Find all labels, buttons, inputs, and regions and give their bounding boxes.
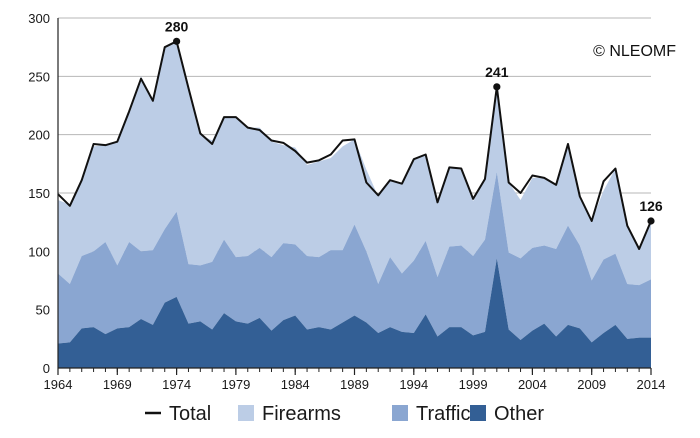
y-tick-label: 0	[43, 361, 50, 376]
x-tick-label: 2009	[577, 377, 606, 392]
x-tick-label: 1974	[162, 377, 191, 392]
stacked-areas	[58, 42, 651, 368]
x-tick-label: 2004	[518, 377, 547, 392]
annotation-marker	[173, 37, 181, 45]
y-tick-label: 300	[28, 11, 50, 26]
annotation-label: 241	[485, 64, 509, 80]
area-traffic	[58, 172, 651, 344]
x-tick-label: 1999	[459, 377, 488, 392]
annotation-marker	[647, 217, 655, 225]
x-tick-label: 1989	[340, 377, 369, 392]
y-tick-label: 250	[28, 69, 50, 84]
legend-label-traffic: Traffic	[416, 403, 470, 425]
annotation-marker	[493, 83, 501, 91]
x-tick-label: 1979	[221, 377, 250, 392]
legend-swatch-other	[470, 405, 486, 421]
copyright-label: © NLEOMF	[593, 43, 676, 60]
legend-label-firearms: Firearms	[262, 403, 341, 425]
legend-label-total: Total	[169, 403, 211, 425]
x-tick-label: 1994	[399, 377, 428, 392]
area-firearms	[58, 42, 651, 286]
legend: Total Firearms Traffic Other	[145, 403, 544, 425]
y-tick-label: 200	[28, 128, 50, 143]
x-tick-label: 1984	[281, 377, 310, 392]
x-tick-label: 1964	[44, 377, 73, 392]
area-other	[58, 258, 651, 368]
y-tick-label: 100	[28, 244, 50, 259]
total-line-group	[57, 40, 652, 250]
legend-label-other: Other	[494, 403, 544, 425]
y-tick-label: 50	[36, 303, 50, 318]
axes: 0 50 100 150 200 250 300 1964 1969 1974 1979 1984 19…	[28, 11, 665, 392]
x-tick-label: 1969	[103, 377, 132, 392]
legend-swatch-firearms	[238, 405, 254, 421]
annotations: 280 241 126	[165, 18, 663, 225]
annotation-label: 280	[165, 18, 189, 34]
y-tick-label: 150	[28, 186, 50, 201]
legend-swatch-traffic	[392, 405, 408, 421]
total-line	[57, 40, 652, 250]
annotation-label: 126	[639, 198, 663, 214]
x-tick-label: 2014	[637, 377, 666, 392]
